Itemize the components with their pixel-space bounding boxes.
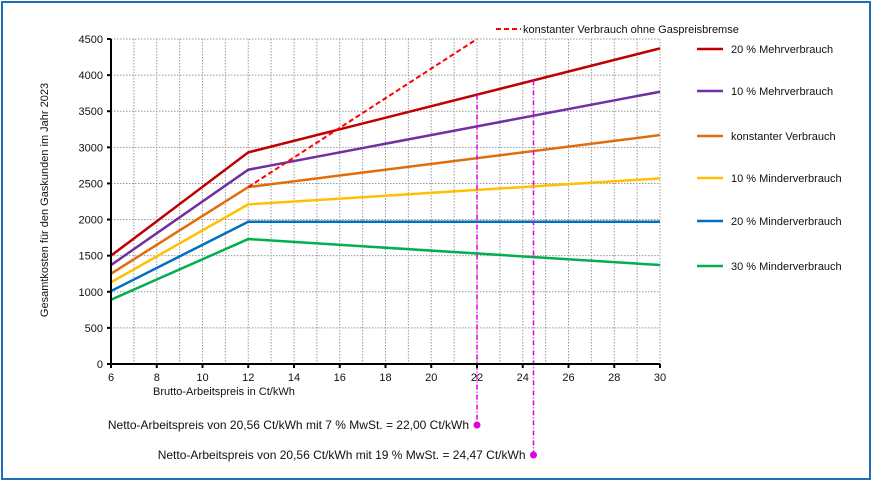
annotation-marker [530,451,538,459]
axes: 0 500 1000 1500 2000 2500 3000 3500 4000 4500 6 8 10… [79,34,667,384]
x-tick-label: 24 [517,372,529,384]
y-tick-label: 0 [97,359,103,371]
y-tick-label: 2500 [79,178,103,190]
y-tick-label: 2000 [79,215,103,227]
x-tick-label: 18 [379,372,391,384]
series-line-4 [110,220,660,293]
series-line-1 [110,90,661,267]
y-tick-label: 3500 [79,106,103,118]
legend-label-dashed: konstanter Verbrauch ohne Gaspreisbremse [523,24,739,36]
y-tick-label: 4500 [79,34,103,46]
dashed-series-line [247,38,478,188]
x-tick-label: 16 [334,372,346,384]
annotation-text: Netto-Arbeitspreis von 20,56 Ct/kWh mit … [158,448,526,462]
y-tick-label: 1500 [79,251,103,263]
y-tick-label: 500 [85,323,103,335]
x-tick-label: 6 [108,372,114,384]
x-tick-label: 20 [425,372,437,384]
x-axis-title: Brutto-Arbeitspreis in Ct/kWh [153,386,295,398]
grid [111,38,661,364]
y-axis-title: Gesamtkosten für den Gaskunden im Jahr 2… [39,83,51,317]
x-tick-label: 14 [288,372,300,384]
x-tick-label: 10 [196,372,208,384]
y-tick-label: 1000 [79,287,103,299]
y-tick-label: 4000 [79,70,103,82]
x-tick-label: 8 [154,372,160,384]
series-line-5 [110,237,661,301]
annotation-text: Netto-Arbeitspreis von 20,56 Ct/kWh mit … [108,418,469,432]
x-tick-label: 28 [608,372,620,384]
annotation-marker [473,421,481,429]
legend-label: 20 % Mehrverbrauch [731,44,833,56]
annotations: Netto-Arbeitspreis von 20,56 Ct/kWh mit … [108,80,538,462]
legend-label: 10 % Mehrverbrauch [731,86,833,98]
x-tick-label: 30 [654,372,666,384]
series-line-3 [110,177,661,284]
legend-label: 10 % Minderverbrauch [731,173,842,185]
legend: 20 % Mehrverbrauch 10 % Mehrverbrauch kons… [496,24,842,273]
y-tick-label: 3000 [79,142,103,154]
legend-label: 20 % Minderverbrauch [731,216,842,228]
legend-label: konstanter Verbrauch [731,131,836,143]
series-lines [110,38,661,301]
x-tick-label: 12 [242,372,254,384]
legend-label: 30 % Minderverbrauch [731,261,842,273]
x-tick-label: 26 [562,372,574,384]
x-tick-label: 22 [471,372,483,384]
series-line-0 [110,47,661,257]
